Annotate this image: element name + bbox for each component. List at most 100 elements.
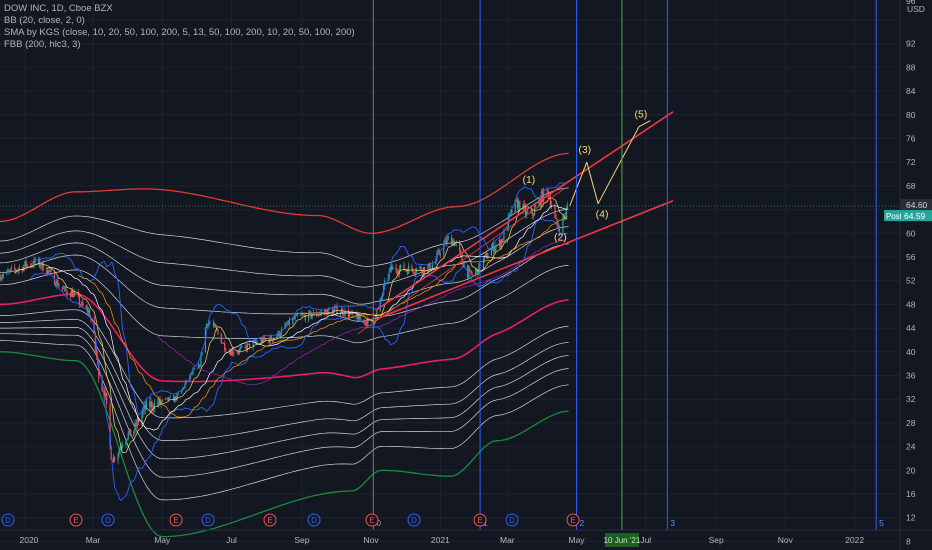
candle-body (78, 296, 81, 305)
event-circle (505, 513, 519, 527)
candle-body (564, 215, 566, 217)
dividend-event-label: D (205, 516, 211, 525)
candle-body (285, 324, 287, 326)
price-axis-tick: 56 (906, 252, 916, 262)
candle-body (455, 242, 457, 244)
candle-body (255, 342, 258, 343)
candle-body (460, 250, 462, 254)
candle-body (145, 401, 148, 410)
candle-body (335, 306, 337, 308)
price-axis-tick: 76 (906, 134, 916, 144)
candle-body (300, 314, 302, 316)
price-axis-tick: 12 (906, 513, 916, 523)
candle-body (142, 410, 144, 415)
candle-body (484, 255, 486, 260)
candle-body (261, 339, 263, 343)
candle-body (173, 396, 175, 402)
candle-body (404, 269, 406, 271)
event-marker: D (101, 513, 115, 527)
dividend-event-label: D (105, 516, 111, 525)
candle-body (118, 449, 120, 455)
time-axis-label: Jul (226, 535, 237, 545)
candle-body (262, 336, 264, 343)
candle-body (326, 310, 328, 316)
candle-body (0, 274, 1, 280)
candle-body (177, 393, 179, 395)
candle-body (531, 209, 533, 215)
candle-body (166, 397, 168, 399)
candle-body (40, 266, 42, 268)
candle-body (8, 270, 10, 272)
earnings-event-label: E (267, 516, 272, 525)
candle-body (538, 198, 540, 206)
candle-body (270, 336, 272, 341)
candle-body (519, 201, 521, 211)
candle-body (208, 322, 210, 327)
candle-body (200, 354, 202, 367)
candle-body (276, 335, 278, 339)
candle-body (555, 217, 557, 220)
candle-body (317, 315, 319, 316)
candle-body (543, 188, 545, 202)
chart-legend: DOW INC, 1D, Cboe BZX BB (20, close, 2, … (4, 3, 355, 51)
candle-body (420, 266, 422, 271)
candle-body (554, 205, 556, 218)
candle-body (470, 269, 472, 274)
candle-body (1, 276, 3, 278)
candle-body (376, 311, 378, 315)
time-axis-label: 2021 (431, 535, 450, 545)
candle-body (413, 272, 415, 274)
candle-body (526, 211, 528, 216)
price-axis-tick: 92 (906, 39, 916, 49)
candle-body (327, 308, 329, 316)
event-circle (566, 513, 580, 527)
candle-body (114, 457, 116, 461)
candle-body (502, 239, 504, 241)
event-marker: D (505, 513, 519, 527)
price-axis-tick: 24 (906, 442, 916, 452)
elliott-wave-label: (1) (522, 174, 535, 186)
price-axis-tick: 72 (906, 157, 916, 167)
event-marker: D (1, 513, 15, 527)
candle-body (26, 264, 28, 267)
candle-body (129, 429, 132, 436)
time-axis-label: May (569, 535, 586, 545)
candle-body (365, 321, 368, 326)
candle-body (395, 266, 397, 271)
event-marker: D (201, 513, 215, 527)
event-marker: D (307, 513, 321, 527)
candle-body (511, 209, 513, 214)
bollinger-upper-band (30, 182, 568, 416)
channel-upper-line (375, 111, 674, 311)
candle-body (94, 332, 96, 350)
candle-body (198, 364, 200, 369)
candle-body (566, 205, 569, 209)
candle-body (134, 422, 136, 431)
price-axis-tick: 80 (906, 110, 916, 120)
candle-body (252, 341, 254, 348)
candle-body (499, 240, 502, 248)
candle-body (212, 322, 214, 326)
time-axis-label: Mar (86, 535, 101, 545)
candle-body (358, 314, 360, 321)
candle-body (82, 302, 84, 307)
candle-body (25, 261, 27, 267)
candle-body (175, 396, 177, 400)
candle-body (106, 392, 108, 405)
candle-body (87, 310, 90, 313)
event-circle (473, 513, 487, 527)
candle-body (49, 270, 51, 272)
dividend-event-label: D (311, 516, 317, 525)
candle-body (6, 270, 8, 275)
candle-body (348, 313, 351, 317)
candle-body (215, 324, 217, 328)
price-axis-tick: 36 (906, 371, 916, 381)
candle-body (69, 294, 71, 297)
candle-body (501, 239, 503, 248)
earnings-event-label: E (570, 516, 575, 525)
candle-body (271, 340, 273, 342)
candle-body (86, 308, 88, 313)
event-marker: E (263, 513, 277, 527)
candle-body (70, 290, 73, 297)
